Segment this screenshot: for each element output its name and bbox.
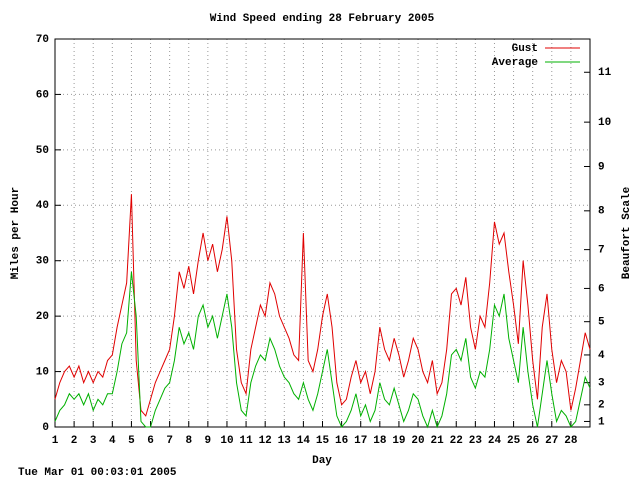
series-line [54,271,591,429]
x-tick-label: 22 [450,435,463,447]
x-tick-label: 4 [109,435,116,447]
x-tick-label: 10 [220,435,233,447]
chart-title: Wind Speed ending 28 February 2005 [210,13,435,25]
legend-label: Average [492,57,539,69]
x-tick-label: 27 [545,435,558,447]
x-tick-label: 15 [316,435,330,447]
x-tick-label: 14 [297,435,311,447]
y2-tick-label: 9 [598,161,605,173]
x-tick-label: 1 [52,435,59,447]
x-tick-label: 8 [185,435,192,447]
x-tick-label: 26 [526,435,539,447]
y2-tick-label: 6 [598,283,605,295]
x-tick-label: 7 [166,435,173,447]
y-tick-label: 50 [36,145,49,157]
y2-tick-label: 11 [598,67,612,79]
x-tick-label: 6 [147,435,154,447]
x-tick-label: 17 [354,435,367,447]
y2-tick-label: 7 [598,245,605,257]
x-tick-label: 23 [469,435,483,447]
x-tick-label: 5 [128,435,135,447]
x-tick-label: 13 [278,435,292,447]
y-tick-label: 60 [36,89,49,101]
x-tick-label: 20 [411,435,424,447]
x-tick-label: 3 [90,435,97,447]
x-tick-label: 19 [392,435,405,447]
y2-tick-label: 2 [598,400,605,412]
x-tick-label: 24 [488,435,502,447]
legend-label: Gust [512,43,538,55]
x-tick-label: 28 [564,435,578,447]
y2-tick-label: 1 [598,416,605,428]
y2-tick-label: 10 [598,117,611,129]
plot-frame [54,38,591,428]
y-tick-label: 70 [36,34,49,46]
x-tick-label: 11 [239,435,253,447]
x-tick-label: 2 [71,435,78,447]
x-tick-label: 25 [507,435,521,447]
y2-tick-label: 3 [598,378,605,390]
y-tick-label: 40 [36,200,49,212]
y-tick-label: 0 [42,422,49,434]
y2-tick-label: 8 [598,206,605,218]
y2-tick-label: 5 [598,317,605,329]
x-tick-label: 18 [373,435,387,447]
timestamp: Tue Mar 01 00:03:01 2005 [18,467,177,479]
x-tick-label: 9 [205,435,212,447]
y-axis-label: Miles per Hour [10,187,22,279]
y2-tick-label: 4 [598,350,605,362]
x-axis-label: Day [312,455,332,467]
x-tick-label: 12 [259,435,272,447]
x-tick-label: 16 [335,435,348,447]
y-tick-label: 30 [36,256,49,268]
y2-axis-label: Beaufort Scale [621,186,633,279]
y-tick-label: 10 [36,366,49,378]
y-tick-label: 20 [36,311,49,323]
x-tick-label: 21 [431,435,445,447]
series-line [54,194,591,417]
